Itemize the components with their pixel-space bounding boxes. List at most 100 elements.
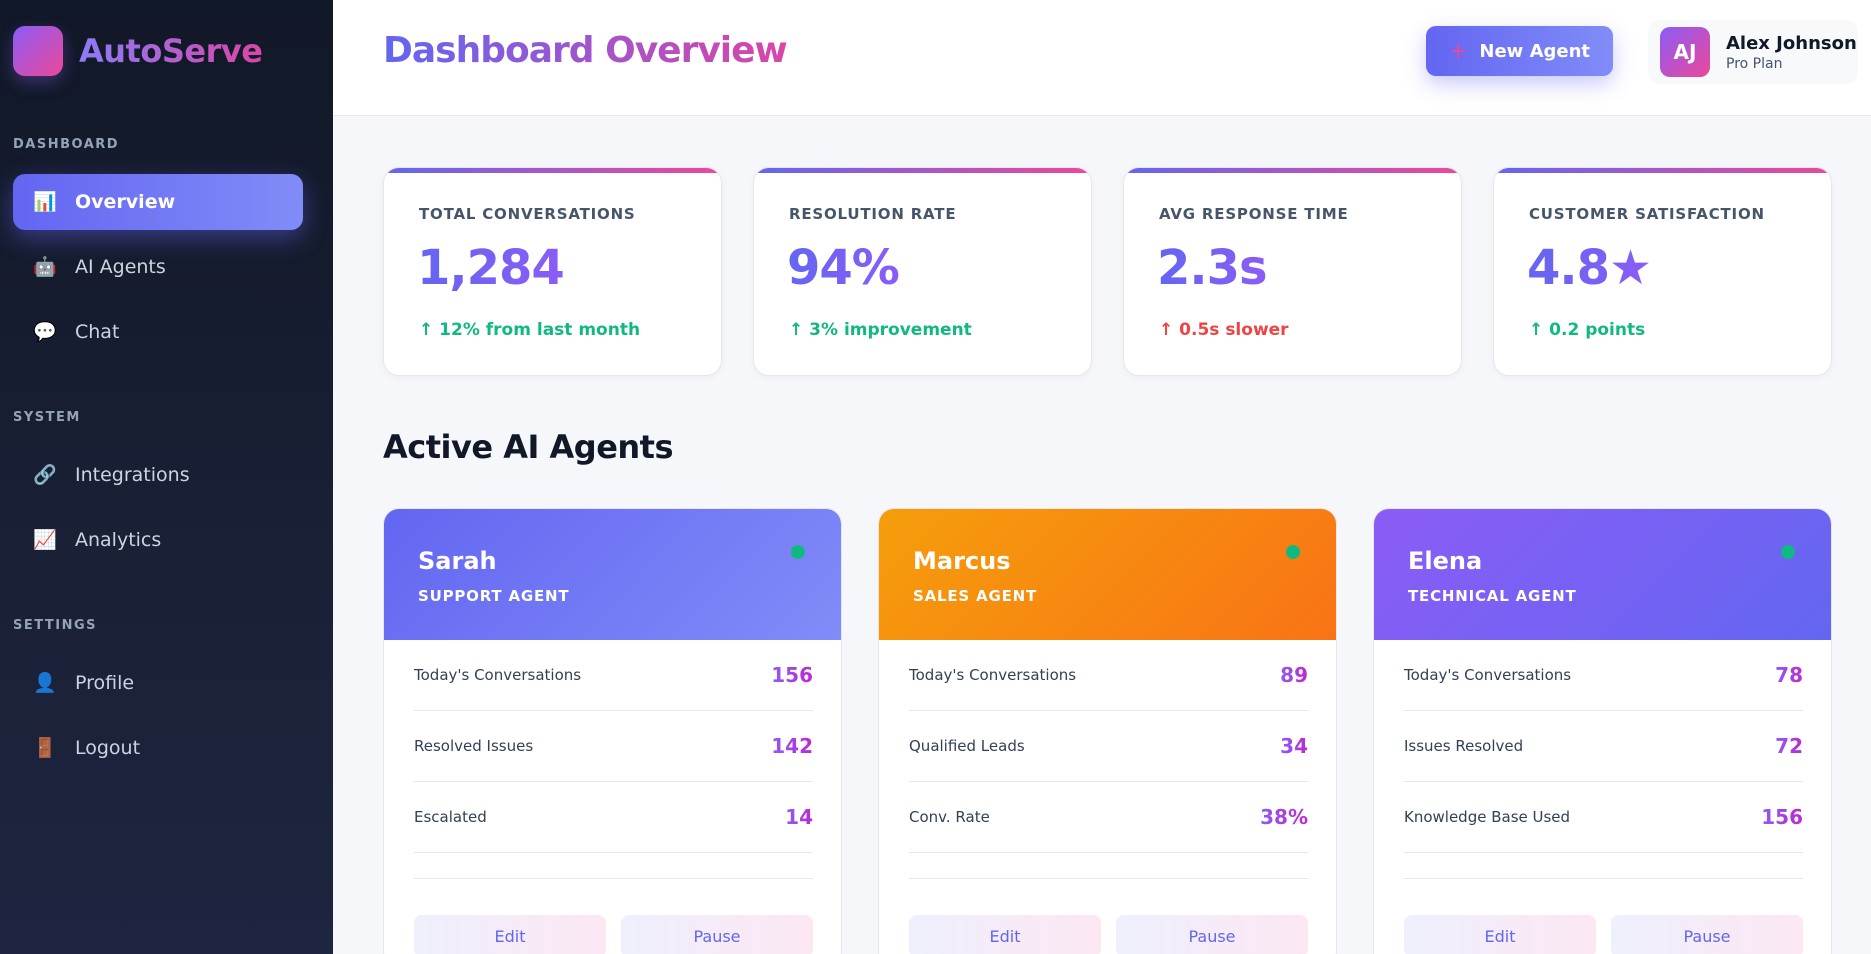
brand-name: AutoServe [79, 32, 263, 70]
agent-name: Elena [1408, 547, 1483, 575]
sidebar-item-label: Profile [75, 672, 135, 694]
agent-header: Elena TECHNICAL AGENT [1374, 509, 1831, 640]
line-chart-icon: 📈 [33, 529, 57, 551]
agent-header: Sarah SUPPORT AGENT [384, 509, 841, 640]
metric-label: Conv. Rate [909, 808, 990, 826]
pause-button[interactable]: Pause [621, 915, 813, 954]
stat-change: ↑ 12% from last month [419, 320, 641, 340]
door-icon: 🚪 [33, 737, 57, 759]
sidebar-item-integrations[interactable]: 🔗 Integrations [13, 447, 303, 503]
metric-row: Today's Conversations 78 [1404, 640, 1803, 711]
agent-header: Marcus SALES AGENT [879, 509, 1336, 640]
status-dot-icon [1781, 545, 1795, 559]
nav-section-settings: SETTINGS [13, 618, 98, 633]
agent-role: SUPPORT AGENT [418, 587, 570, 605]
metric-value: 156 [1761, 805, 1803, 829]
avatar: AJ [1660, 27, 1710, 77]
metric-label: Escalated [414, 808, 487, 826]
edit-button[interactable]: Edit [1404, 915, 1596, 954]
stat-label: RESOLUTION RATE [789, 205, 957, 223]
metric-label: Knowledge Base Used [1404, 808, 1571, 826]
agent-name: Sarah [418, 547, 497, 575]
brand[interactable]: AutoServe [13, 26, 263, 76]
user-name: Alex Johnson [1726, 32, 1857, 54]
metric-label: Qualified Leads [909, 737, 1025, 755]
stat-value: 1,284 [417, 240, 565, 296]
metric-value: 156 [771, 663, 813, 687]
sidebar-item-label: Chat [75, 321, 120, 343]
sidebar-item-ai-agents[interactable]: 🤖 AI Agents [13, 239, 303, 295]
metric-label: Today's Conversations [909, 666, 1077, 684]
metric-row: Escalated 14 [414, 782, 813, 853]
link-icon: 🔗 [33, 464, 57, 486]
stat-value: 4.8★ [1527, 240, 1652, 296]
agent-role: TECHNICAL AGENT [1408, 587, 1577, 605]
divider [909, 853, 1308, 879]
metric-value: 78 [1775, 663, 1803, 687]
pause-button[interactable]: Pause [1611, 915, 1803, 954]
sidebar-item-label: Integrations [75, 464, 190, 486]
edit-button[interactable]: Edit [414, 915, 606, 954]
section-title: Active AI Agents [383, 428, 674, 466]
metric-label: Issues Resolved [1404, 737, 1524, 755]
sidebar-item-overview[interactable]: 📊 Overview [13, 174, 303, 230]
metric-label: Today's Conversations [1404, 666, 1572, 684]
bar-chart-icon: 📊 [33, 191, 57, 213]
top-header: Dashboard Overview + New Agent AJ Alex J… [333, 0, 1871, 116]
metric-value: 142 [771, 734, 813, 758]
metric-row: Today's Conversations 89 [909, 640, 1308, 711]
new-agent-button[interactable]: + New Agent [1426, 26, 1613, 76]
stat-card-customer-satisfaction: CUSTOMER SATISFACTION 4.8★ ↑ 0.2 points [1493, 167, 1832, 376]
user-icon: 👤 [33, 672, 57, 694]
divider [414, 853, 813, 879]
agent-name: Marcus [913, 547, 1011, 575]
metric-value: 89 [1280, 663, 1308, 687]
metric-row: Issues Resolved 72 [1404, 711, 1803, 782]
agent-card-elena[interactable]: Elena TECHNICAL AGENT Today's Conversati… [1373, 508, 1832, 954]
divider [1404, 853, 1803, 879]
sidebar-item-label: Analytics [75, 529, 162, 551]
nav-section-system: SYSTEM [13, 410, 81, 425]
metric-row: Conv. Rate 38% [909, 782, 1308, 853]
plus-icon: + [1448, 38, 1468, 64]
sidebar-item-chat[interactable]: 💬 Chat [13, 304, 303, 360]
sidebar-item-label: AI Agents [75, 256, 166, 278]
metric-row: Today's Conversations 156 [414, 640, 813, 711]
sidebar: AutoServe DASHBOARD 📊 Overview 🤖 AI Agen… [0, 0, 333, 954]
pause-button[interactable]: Pause [1116, 915, 1308, 954]
chat-bubble-icon: 💬 [33, 321, 57, 343]
stat-change: ↑ 0.2 points [1529, 320, 1646, 340]
nav-section-dashboard: DASHBOARD [13, 137, 120, 152]
sidebar-item-label: Logout [75, 737, 141, 759]
metric-row: Knowledge Base Used 156 [1404, 782, 1803, 853]
stat-card-avg-response-time: AVG RESPONSE TIME 2.3s ↑ 0.5s slower [1123, 167, 1462, 376]
metric-label: Today's Conversations [414, 666, 582, 684]
sidebar-item-analytics[interactable]: 📈 Analytics [13, 512, 303, 568]
robot-icon: 🤖 [33, 256, 57, 278]
metric-row: Resolved Issues 142 [414, 711, 813, 782]
stat-value: 94% [787, 240, 900, 296]
stat-value: 2.3s [1157, 240, 1268, 296]
stat-card-resolution-rate: RESOLUTION RATE 94% ↑ 3% improvement [753, 167, 1092, 376]
metric-value: 14 [785, 805, 813, 829]
brand-logo [13, 26, 63, 76]
agent-role: SALES AGENT [913, 587, 1037, 605]
stat-change: ↑ 3% improvement [789, 320, 972, 340]
metric-label: Resolved Issues [414, 737, 534, 755]
agent-card-sarah[interactable]: Sarah SUPPORT AGENT Today's Conversation… [383, 508, 842, 954]
sidebar-item-logout[interactable]: 🚪 Logout [13, 720, 303, 776]
stat-change: ↑ 0.5s slower [1159, 320, 1289, 340]
user-plan: Pro Plan [1726, 55, 1783, 72]
stat-label: TOTAL CONVERSATIONS [419, 205, 636, 223]
edit-button[interactable]: Edit [909, 915, 1101, 954]
status-dot-icon [791, 545, 805, 559]
metric-value: 38% [1260, 805, 1308, 829]
metric-value: 34 [1280, 734, 1308, 758]
stat-label: CUSTOMER SATISFACTION [1529, 205, 1765, 223]
stat-card-total-conversations: TOTAL CONVERSATIONS 1,284 ↑ 12% from las… [383, 167, 722, 376]
user-menu[interactable]: AJ Alex Johnson Pro Plan [1648, 20, 1858, 84]
new-agent-label: New Agent [1479, 40, 1591, 62]
sidebar-item-label: Overview [75, 191, 176, 213]
sidebar-item-profile[interactable]: 👤 Profile [13, 655, 303, 711]
agent-card-marcus[interactable]: Marcus SALES AGENT Today's Conversations… [878, 508, 1337, 954]
